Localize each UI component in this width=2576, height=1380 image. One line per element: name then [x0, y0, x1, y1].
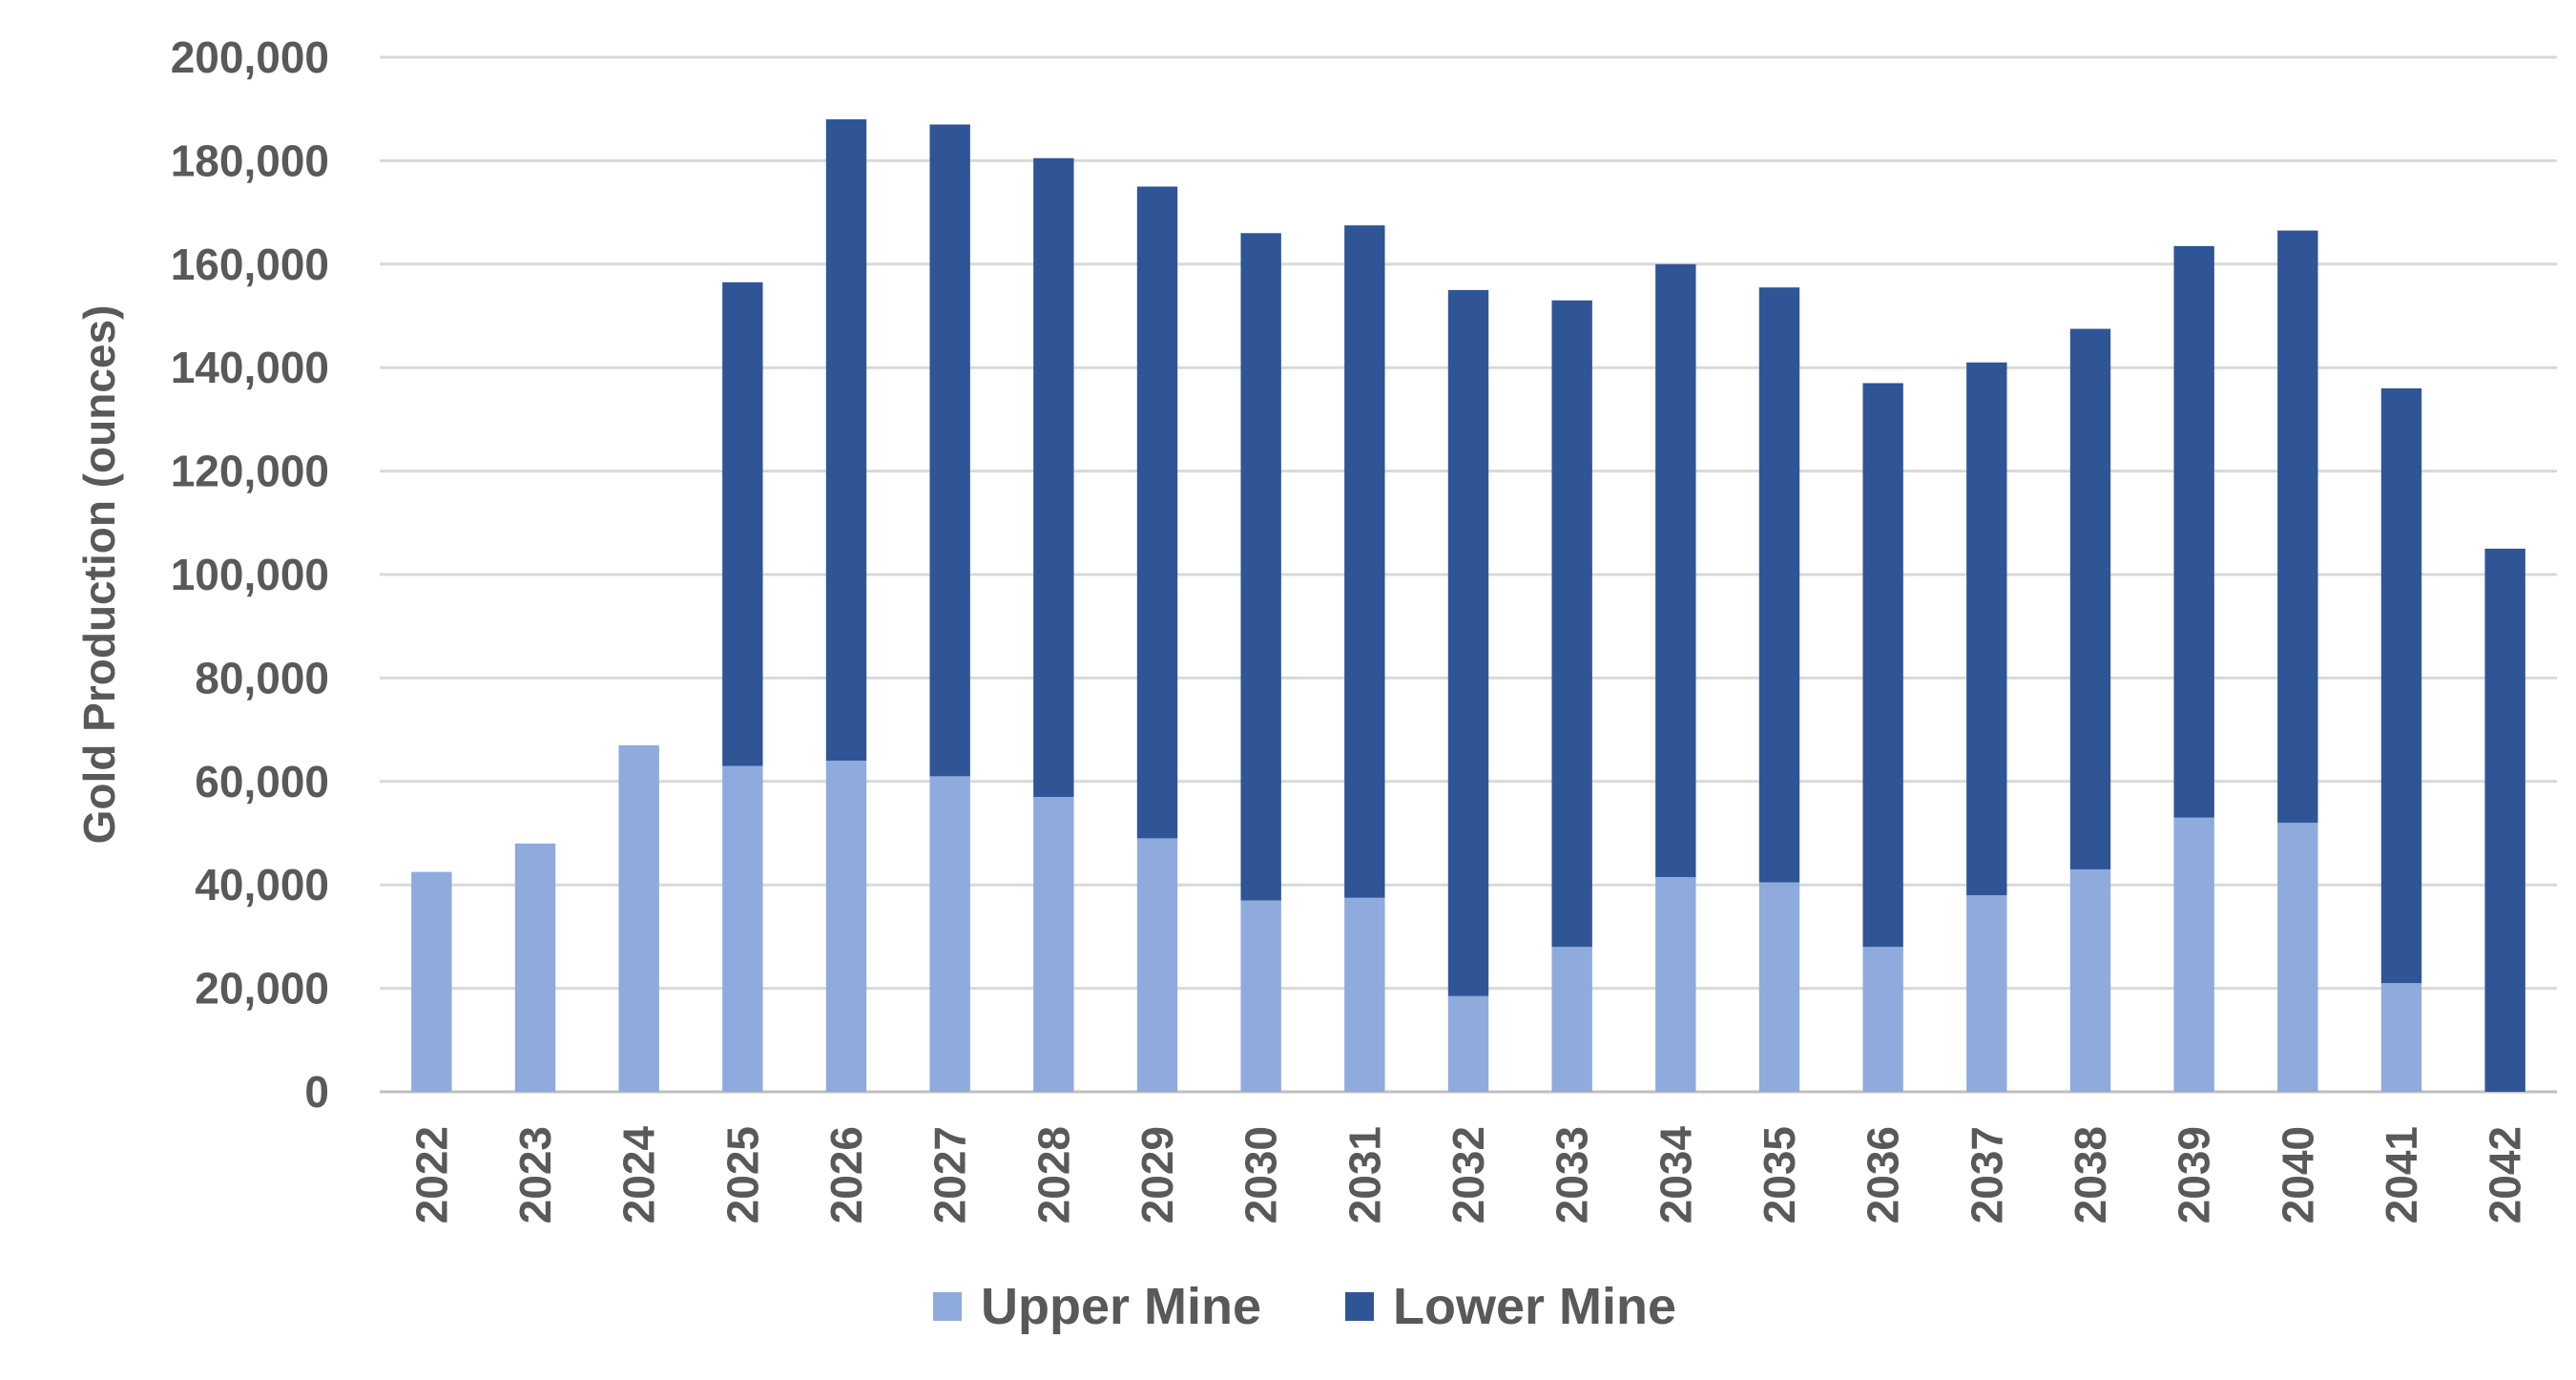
x-tick-label: 2040: [2273, 1126, 2322, 1223]
x-tick-label: 2042: [2481, 1126, 2530, 1223]
bar-lower-mine-2034: [1655, 263, 1696, 878]
bar-lower-mine-2028: [1033, 157, 1074, 798]
x-tick-label: 2028: [1028, 1126, 1078, 1223]
x-axis-ticks: 2022 2023 2024 2025 2026 2027 2028 2029 2030 2031…: [406, 1126, 2529, 1224]
y-tick-label: 40,000: [195, 860, 329, 910]
bar-upper-mine-2032: [1447, 995, 1489, 1092]
bars: [411, 119, 2525, 1092]
x-tick-label: 2033: [1548, 1126, 1597, 1223]
y-tick-label: 80,000: [195, 653, 329, 702]
legend-item-upper-mine: Upper Mine: [933, 1278, 1261, 1335]
x-tick-label: 2039: [2170, 1126, 2219, 1223]
x-tick-label: 2024: [614, 1126, 664, 1224]
x-tick-label: 2032: [1444, 1126, 1493, 1223]
bar-lower-mine-2033: [1551, 300, 1592, 948]
bar-lower-mine-2036: [1862, 383, 1903, 948]
bar-lower-mine-2031: [1344, 225, 1385, 898]
bar-upper-mine-2023: [514, 843, 556, 1092]
x-tick-label: 2030: [1236, 1126, 1286, 1223]
y-tick-label: 120,000: [171, 447, 329, 496]
x-tick-label: 2031: [1340, 1126, 1389, 1223]
x-tick-label: 2023: [510, 1126, 560, 1223]
bar-lower-mine-2040: [2277, 230, 2318, 824]
bar-upper-mine-2041: [2380, 983, 2422, 1092]
x-tick-label: 2036: [1859, 1126, 1908, 1223]
y-tick-label: 0: [304, 1067, 329, 1117]
legend-label: Lower Mine: [1393, 1278, 1676, 1335]
x-tick-label: 2022: [406, 1126, 456, 1223]
bar-lower-mine-2025: [722, 282, 763, 766]
bar-lower-mine-2032: [1447, 289, 1489, 996]
bar-upper-mine-2039: [2173, 817, 2214, 1092]
y-tick-label: 200,000: [171, 32, 329, 82]
bar-lower-mine-2039: [2173, 245, 2214, 818]
bar-lower-mine-2041: [2380, 387, 2422, 984]
bar-lower-mine-2035: [1758, 287, 1800, 883]
x-tick-label: 2035: [1755, 1126, 1804, 1223]
y-tick-label: 60,000: [195, 757, 329, 806]
bar-upper-mine-2026: [825, 761, 867, 1092]
bar-upper-mine-2036: [1862, 947, 1903, 1092]
legend-label: Upper Mine: [981, 1278, 1261, 1335]
bar-upper-mine-2040: [2277, 823, 2318, 1092]
bar-lower-mine-2029: [1136, 186, 1178, 839]
bar-upper-mine-2029: [1136, 838, 1178, 1092]
bar-upper-mine-2024: [618, 744, 659, 1092]
bar-upper-mine-2033: [1551, 947, 1592, 1092]
x-tick-label: 2026: [821, 1126, 871, 1223]
bar-lower-mine-2038: [2069, 328, 2111, 869]
bar-upper-mine-2037: [1966, 895, 2007, 1092]
y-tick-label: 100,000: [171, 550, 329, 599]
bar-upper-mine-2027: [929, 776, 970, 1092]
x-tick-label: 2034: [1651, 1126, 1700, 1224]
y-tick-label: 20,000: [195, 964, 329, 1014]
bar-upper-mine-2031: [1344, 897, 1385, 1092]
bar-upper-mine-2038: [2069, 868, 2111, 1092]
bar-lower-mine-2026: [825, 119, 867, 762]
bar-lower-mine-2030: [1240, 233, 1281, 901]
bar-lower-mine-2037: [1966, 362, 2007, 896]
bar-upper-mine-2025: [722, 765, 763, 1092]
x-tick-label: 2038: [2066, 1126, 2115, 1223]
bar-lower-mine-2042: [2484, 548, 2525, 1092]
x-tick-label: 2041: [2377, 1126, 2426, 1223]
y-axis-ticks: 0 20,000 40,000 60,000 80,000 100,000 120,000 1…: [171, 32, 329, 1117]
y-tick-label: 180,000: [171, 136, 329, 185]
y-tick-label: 160,000: [171, 240, 329, 289]
legend-swatch: [933, 1292, 962, 1321]
bar-upper-mine-2034: [1655, 877, 1696, 1092]
x-tick-label: 2037: [1962, 1126, 2011, 1223]
y-axis-title: Gold Production (ounces): [74, 305, 124, 845]
bar-upper-mine-2030: [1240, 900, 1281, 1092]
legend-item-lower-mine: Lower Mine: [1345, 1278, 1676, 1335]
bar-lower-mine-2027: [929, 124, 970, 777]
x-tick-label: 2027: [925, 1126, 975, 1223]
legend-swatch: [1345, 1292, 1374, 1321]
bar-upper-mine-2022: [411, 871, 452, 1092]
bar-upper-mine-2028: [1033, 797, 1074, 1092]
bar-upper-mine-2035: [1758, 882, 1800, 1092]
x-tick-label: 2029: [1132, 1126, 1182, 1223]
x-tick-label: 2025: [717, 1126, 767, 1223]
y-tick-label: 140,000: [171, 343, 329, 392]
legend: Upper Mine Lower Mine: [933, 1278, 1676, 1335]
